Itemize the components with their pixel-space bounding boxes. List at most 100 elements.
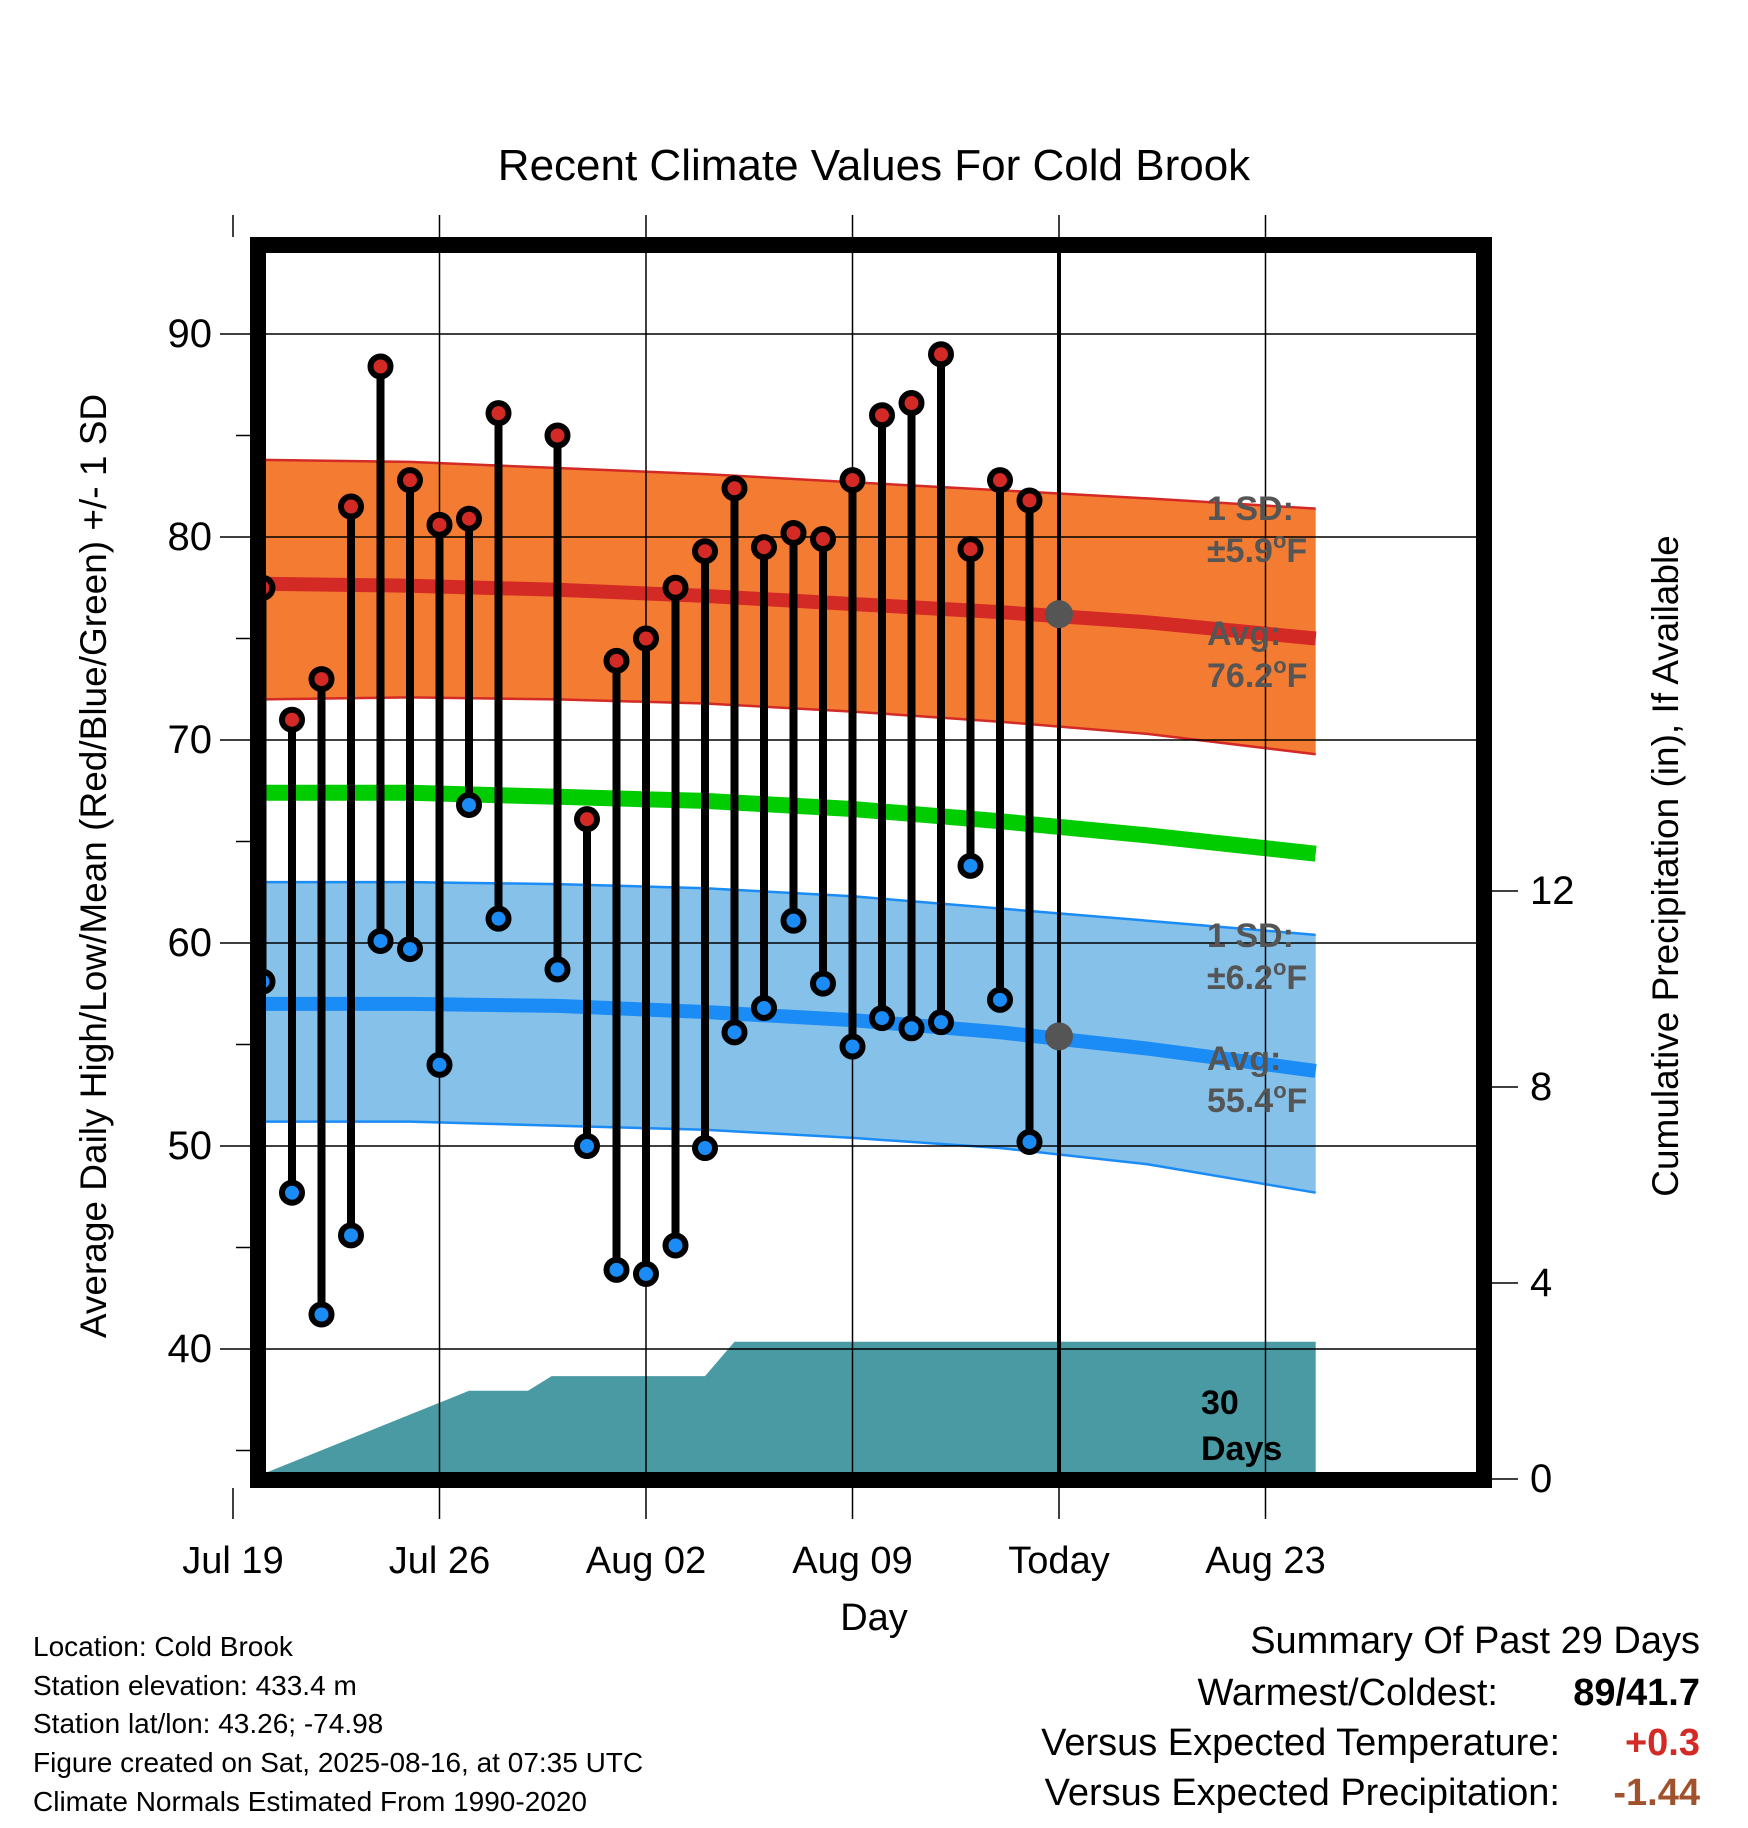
y2-tick-label: 4: [1530, 1261, 1552, 1305]
summary-temp-value: +0.3: [1624, 1722, 1700, 1764]
y-axis-label: Average Daily High/Low/Mean (Red/Blue/Gr…: [73, 394, 114, 1338]
daily-low-point: [839, 1033, 866, 1060]
daily-low-point: [574, 1133, 600, 1159]
daily-high-point: [397, 467, 423, 494]
x-tick-label: Jul 26: [389, 1540, 490, 1582]
daily-low-point: [485, 905, 512, 932]
daily-high-point: [544, 422, 571, 449]
daily-low-point: [426, 1051, 453, 1078]
daily-high-point: [456, 505, 482, 532]
annotation-low-sd-line1: 1 SD:: [1207, 917, 1294, 955]
daily-low-point: [1016, 1128, 1043, 1155]
daily-high-point: [164, 434, 184, 454]
x-tick-label: Aug 23: [1205, 1540, 1325, 1582]
daily-low-point: [780, 907, 807, 934]
x-tick-label: Aug 09: [792, 1540, 912, 1582]
y-tick-label: 90: [168, 312, 213, 356]
daily-high-point: [721, 475, 748, 502]
summary-warmest-coldest-value: 89/41.7: [1573, 1672, 1700, 1715]
x-tick-label: Today: [1008, 1540, 1109, 1582]
daily-low-point: [987, 986, 1013, 1013]
plot-frame: [250, 237, 1492, 1488]
daily-low-point: [338, 1222, 364, 1249]
daily-low-point: [633, 1260, 659, 1287]
daily-low-point: [456, 791, 482, 818]
daily-high-point: [1016, 487, 1043, 514]
summary-precip-value: -1.44: [1613, 1772, 1700, 1814]
daily-high-point: [194, 659, 214, 679]
precip-area: [258, 1341, 1316, 1480]
y2-tick-label: 12: [1530, 869, 1575, 913]
info-created: Figure created on Sat, 2025-08-16, at 07…: [33, 1747, 644, 1778]
daily-high-point: [603, 647, 630, 674]
daily-low-point: [544, 956, 571, 983]
y-tick-label: 40: [168, 1327, 213, 1371]
y-tick-label: 70: [168, 718, 213, 762]
y2-tick-label: 0: [1530, 1457, 1552, 1501]
info-elevation: Station elevation: 433.4 m: [33, 1670, 357, 1701]
daily-low-point: [810, 970, 836, 997]
normal-high-band: [258, 459, 1316, 755]
summary-precip-label: Versus Expected Precipitation:: [1044, 1772, 1560, 1814]
annotation-high-sd-line1: 1 SD:: [1207, 490, 1294, 528]
y-tick-label: 60: [168, 921, 213, 965]
daily-high-point: [957, 536, 984, 563]
daily-low-point: [367, 927, 394, 954]
daily-high-point: [367, 353, 394, 380]
info-latlon: Station lat/lon: 43.26; -74.98: [33, 1708, 384, 1739]
daily-low-point: [751, 994, 777, 1021]
daily-high-point: [426, 511, 453, 538]
daily-high-point: [633, 625, 659, 652]
daily-low-point: [928, 1009, 954, 1036]
daily-low-point: [721, 1019, 748, 1046]
summary-title: Summary Of Past 29 Days: [1250, 1620, 1700, 1662]
x-tick-label: Jul 19: [182, 1540, 283, 1582]
daily-high-point: [810, 526, 836, 553]
daily-low-point: [164, 846, 184, 866]
daily-high-point: [223, 517, 243, 537]
daily-high-point: [485, 400, 512, 427]
daily-high-point: [308, 666, 335, 693]
normal-mean-line: [258, 784, 1317, 862]
daily-high-point: [898, 390, 925, 417]
chart-title: Recent Climate Values For Cold Brook: [498, 141, 1251, 190]
info-normals: Climate Normals Estimated From 1990-2020: [33, 1786, 587, 1817]
y2-tick-label: 8: [1530, 1065, 1552, 1109]
warmest-value: 89: [1573, 1672, 1616, 1714]
annotation-high-sd-line2: ±5.9oF: [1207, 528, 1307, 570]
normal-high-band-upper-edge: [258, 458, 1316, 510]
daily-low-point: [397, 936, 423, 963]
y-tick-label: 80: [168, 515, 213, 559]
summary-temp-label: Versus Expected Temperature:: [1041, 1722, 1560, 1764]
info-location: Location: Cold Brook: [33, 1631, 293, 1662]
daily-high-point: [869, 402, 895, 429]
daily-high-point: [928, 341, 954, 368]
coldest-value: 41.7: [1626, 1672, 1700, 1714]
annotation-low-avg-line2: 55.4oF: [1207, 1078, 1307, 1120]
daily-low-point: [692, 1135, 718, 1162]
daily-high-point: [574, 806, 600, 833]
daily-low-point: [869, 1005, 895, 1032]
daily-low-point: [957, 852, 984, 879]
slash: /: [1615, 1672, 1627, 1714]
daily-low-point: [603, 1256, 630, 1283]
today-high-avg-dot: [1045, 600, 1073, 629]
annotation-low-avg-line1: Avg:: [1207, 1040, 1281, 1078]
y-tick-label: 50: [168, 1124, 213, 1168]
daily-high-point: [662, 574, 689, 601]
daily-low-point: [279, 1179, 305, 1206]
annotation-high-avg-line1: Avg:: [1207, 615, 1281, 653]
days-label-text: Days: [1201, 1430, 1282, 1468]
daily-low-point: [662, 1232, 689, 1259]
annotation-high-avg-line2: 76.2oF: [1207, 653, 1307, 695]
daily-low-point: [898, 1015, 925, 1042]
x-axis-label: Day: [840, 1597, 908, 1639]
summary-warmest-label: Warmest/Coldest:: [1197, 1672, 1498, 1714]
daily-low-point: [308, 1301, 335, 1328]
daily-high-point: [780, 519, 807, 546]
daily-high-point: [338, 493, 364, 520]
daily-high-point: [987, 467, 1013, 494]
